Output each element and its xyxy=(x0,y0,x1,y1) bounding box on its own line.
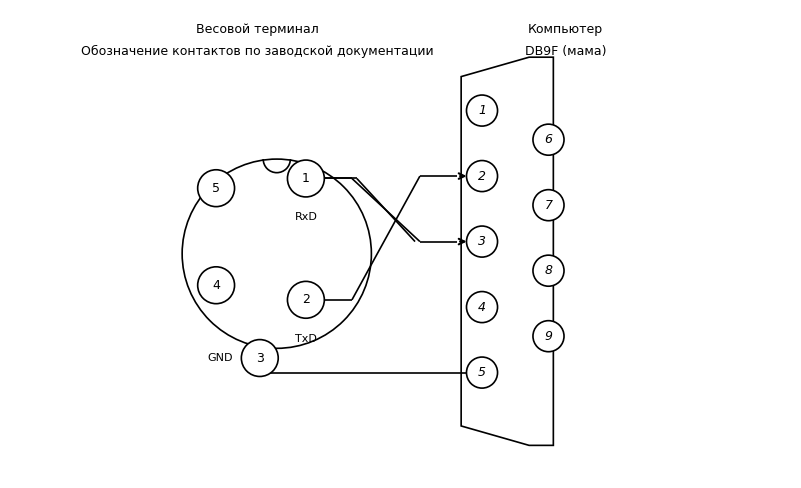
Text: 4: 4 xyxy=(478,301,486,314)
Circle shape xyxy=(533,255,564,286)
Text: 1: 1 xyxy=(302,172,310,185)
Text: 1: 1 xyxy=(478,104,486,117)
Circle shape xyxy=(241,340,278,376)
Text: DB9F (мама): DB9F (мама) xyxy=(525,45,606,58)
Circle shape xyxy=(533,321,564,352)
Circle shape xyxy=(288,160,324,197)
Circle shape xyxy=(466,291,497,323)
Circle shape xyxy=(466,226,497,257)
Text: 8: 8 xyxy=(545,264,553,277)
Text: 3: 3 xyxy=(478,235,486,248)
Text: TxD: TxD xyxy=(295,334,317,344)
Circle shape xyxy=(288,282,324,318)
Text: 5: 5 xyxy=(212,182,220,195)
Text: GND: GND xyxy=(207,353,233,363)
Text: Весовой терминал: Весовой терминал xyxy=(196,23,319,36)
Circle shape xyxy=(533,190,564,221)
Text: 5: 5 xyxy=(478,366,486,379)
Text: 6: 6 xyxy=(545,133,553,146)
Text: 9: 9 xyxy=(545,330,553,343)
Text: 3: 3 xyxy=(256,351,264,365)
Text: 2: 2 xyxy=(302,293,310,306)
Circle shape xyxy=(466,161,497,192)
Circle shape xyxy=(198,170,235,206)
Circle shape xyxy=(466,357,497,388)
Text: 2: 2 xyxy=(478,169,486,183)
Circle shape xyxy=(533,124,564,155)
Text: Обозначение контактов по заводской документации: Обозначение контактов по заводской докум… xyxy=(81,45,433,58)
Text: Компьютер: Компьютер xyxy=(528,23,603,36)
Text: 7: 7 xyxy=(545,199,553,212)
Circle shape xyxy=(466,95,497,126)
Text: 4: 4 xyxy=(212,279,220,292)
Circle shape xyxy=(198,267,235,304)
Text: RxD: RxD xyxy=(295,212,317,223)
Circle shape xyxy=(182,159,372,348)
